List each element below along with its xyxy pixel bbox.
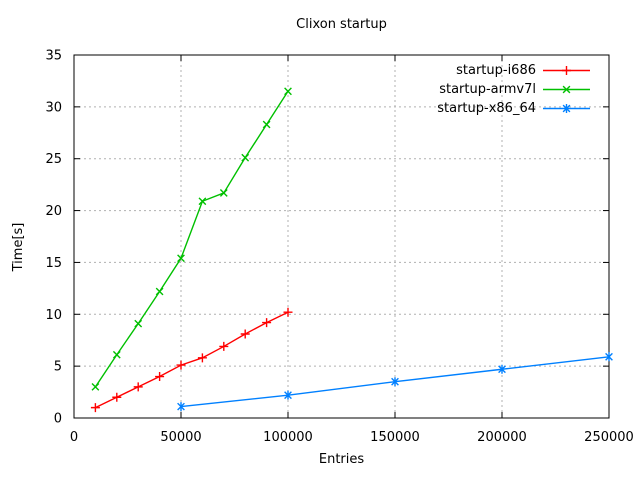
y-tick-label: 20 — [45, 204, 62, 219]
chart-title: Clixon startup — [296, 17, 387, 32]
x-tick-label: 200000 — [477, 430, 527, 445]
legend-item: startup-i686 — [437, 61, 590, 80]
tick-labels: 0 50000 100000 150000 200000 250000 0 5 10 15 20 25… — [45, 49, 633, 446]
x-axis-label: Entries — [318, 452, 365, 467]
y-tick-label: 30 — [45, 100, 62, 115]
legend-sample-line — [543, 85, 590, 94]
y-tick-label: 5 — [54, 360, 62, 375]
legend-label: startup-armv7l — [439, 82, 536, 97]
x-tick-label: 50000 — [160, 430, 201, 445]
legend-sample-line — [543, 66, 590, 75]
x-tick-label: 250000 — [584, 430, 634, 445]
series-startup-x86_64 — [177, 352, 613, 412]
series-startup-i686 — [90, 307, 293, 413]
x-tick-label: 0 — [70, 430, 78, 445]
x-tick-label: 150000 — [370, 430, 420, 445]
legend-sample-line — [543, 104, 590, 113]
plot-border — [73, 54, 610, 419]
y-tick-label: 10 — [45, 308, 62, 323]
legend: startup-i686 startup-armv7l startup-x86_… — [437, 61, 590, 118]
legend-item: startup-x86_64 — [437, 99, 590, 118]
y-tick-label: 15 — [45, 256, 62, 271]
y-tick-label: 25 — [45, 152, 62, 167]
y-tick-label: 0 — [54, 412, 62, 427]
y-axis-label: Time[s] — [11, 222, 26, 272]
x-tick-label: 100000 — [263, 430, 313, 445]
series-startup-armv7l — [91, 87, 292, 391]
grid-lines — [74, 55, 609, 418]
y-tick-label: 35 — [45, 49, 62, 64]
axis-ticks — [73, 54, 610, 419]
legend-label: startup-i686 — [456, 63, 536, 78]
legend-label: startup-x86_64 — [437, 101, 536, 116]
legend-item: startup-armv7l — [437, 80, 590, 99]
